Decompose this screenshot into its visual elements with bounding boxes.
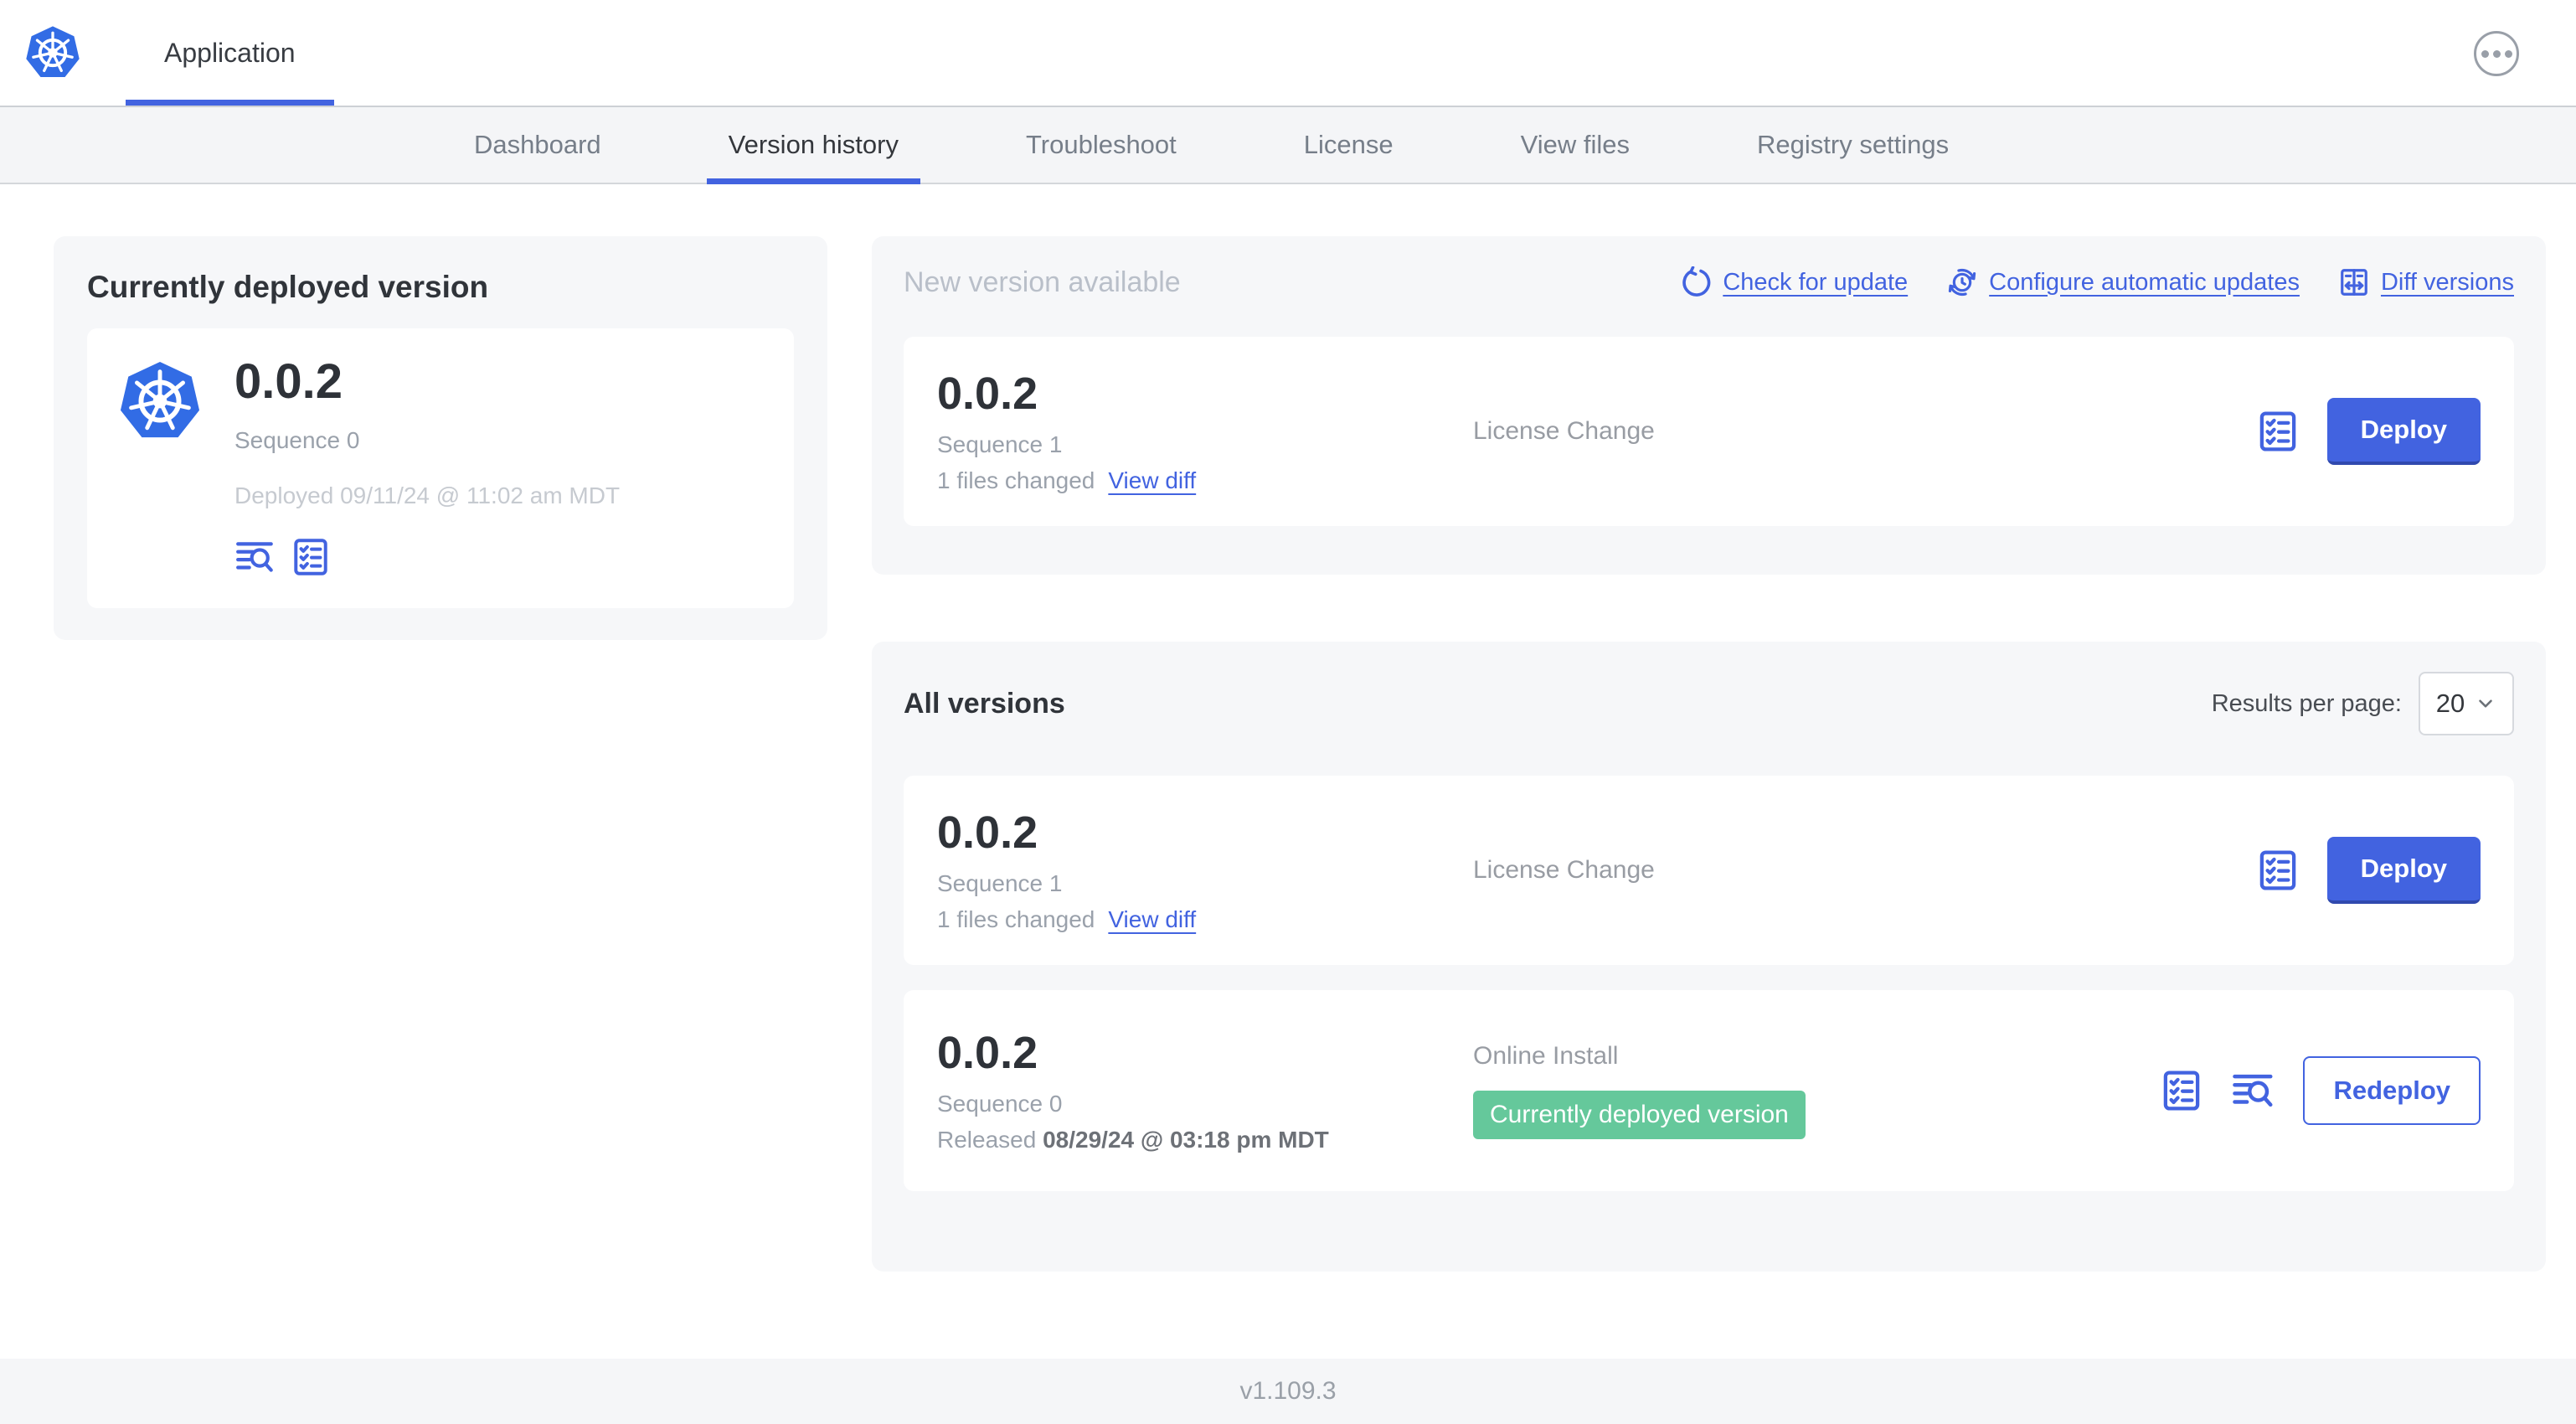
ellipsis-icon bbox=[2481, 49, 2489, 58]
tab-version-history[interactable]: Version history bbox=[706, 107, 921, 184]
preflight-checks-button[interactable] bbox=[2255, 848, 2300, 893]
version-history-column: New version available Check for update C… bbox=[872, 236, 2546, 1272]
files-changed-label: 1 files changed bbox=[937, 467, 1095, 493]
kubernetes-logo-icon bbox=[25, 25, 80, 80]
results-per-page-label: Results per page: bbox=[2211, 689, 2402, 717]
new-version-available-title: New version available bbox=[904, 266, 1181, 298]
view-diff-link[interactable]: View diff bbox=[1108, 467, 1197, 493]
files-changed-label: 1 files changed bbox=[937, 906, 1095, 932]
diff-icon bbox=[2338, 266, 2370, 298]
kubernetes-app-icon bbox=[119, 360, 201, 442]
deploy-button[interactable]: Deploy bbox=[2326, 837, 2481, 904]
checklist-icon bbox=[2159, 1068, 2204, 1113]
configure-automatic-updates-link[interactable]: Configure automatic updates bbox=[1946, 266, 2300, 298]
preflight-checks-button[interactable] bbox=[2255, 409, 2300, 454]
version-row: 0.0.2 Sequence 1 1 files changed View di… bbox=[904, 776, 2514, 965]
tab-view-files[interactable]: View files bbox=[1520, 130, 1631, 159]
app-tab[interactable]: Application bbox=[126, 0, 334, 106]
chevron-down-icon bbox=[2475, 693, 2496, 715]
schedule-update-icon bbox=[1946, 266, 1978, 298]
app-tab-label: Application bbox=[164, 37, 296, 68]
version-row: 0.0.2 Sequence 0 Released 08/29/24 @ 03:… bbox=[904, 990, 2514, 1191]
preflight-checks-button[interactable] bbox=[290, 536, 332, 578]
released-label: Released bbox=[937, 1127, 1037, 1153]
currently-deployed-title: Currently deployed version bbox=[87, 270, 489, 304]
all-versions-section: All versions Results per page: 20 0.0.2 … bbox=[872, 642, 2546, 1272]
deploy-button[interactable]: Deploy bbox=[2326, 398, 2481, 465]
current-version-number: 0.0.2 bbox=[234, 354, 343, 409]
diff-versions-link[interactable]: Diff versions bbox=[2338, 266, 2514, 298]
released-timestamp: 08/29/24 @ 03:18 pm MDT bbox=[1043, 1127, 1329, 1153]
checklist-icon bbox=[2255, 409, 2300, 454]
tab-troubleshoot[interactable]: Troubleshoot bbox=[1025, 130, 1177, 159]
results-per-page-select[interactable]: 20 bbox=[2419, 672, 2514, 735]
version-source-label: Online Install bbox=[1473, 1042, 1619, 1070]
version-source-label: License Change bbox=[1473, 417, 1655, 445]
preflight-checks-button[interactable] bbox=[2159, 1068, 2204, 1113]
main-content: Currently deployed version 0.0.2 Sequenc… bbox=[0, 184, 2576, 1272]
new-version-row: 0.0.2 Sequence 1 1 files changed View di… bbox=[904, 337, 2514, 526]
checklist-icon bbox=[2255, 848, 2300, 893]
version-number: 0.0.2 bbox=[937, 1028, 1038, 1078]
version-number: 0.0.2 bbox=[937, 807, 1038, 858]
app-footer: v1.109.3 bbox=[0, 1359, 2576, 1424]
version-sequence: Sequence 1 bbox=[937, 870, 1063, 896]
current-version-deployed-timestamp: Deployed 09/11/24 @ 11:02 am MDT bbox=[234, 482, 621, 508]
logs-icon bbox=[2231, 1068, 2276, 1113]
currently-deployed-badge: Currently deployed version bbox=[1473, 1091, 1806, 1139]
console-version: v1.109.3 bbox=[1239, 1377, 1337, 1405]
redeploy-button[interactable]: Redeploy bbox=[2303, 1056, 2481, 1125]
more-options-button[interactable] bbox=[2474, 31, 2519, 76]
app-header: Application bbox=[0, 0, 2576, 106]
deploy-logs-button[interactable] bbox=[234, 536, 276, 578]
check-for-update-link[interactable]: Check for update bbox=[1680, 266, 1908, 298]
deploy-logs-button[interactable] bbox=[2231, 1068, 2276, 1113]
current-version-sequence: Sequence 0 bbox=[234, 427, 360, 453]
logs-icon bbox=[234, 536, 276, 578]
tab-license[interactable]: License bbox=[1303, 130, 1394, 159]
all-versions-title: All versions bbox=[904, 687, 1065, 720]
new-version-available-section: New version available Check for update C… bbox=[872, 236, 2546, 575]
currently-deployed-card: Currently deployed version 0.0.2 Sequenc… bbox=[54, 236, 827, 640]
nav-tabbar: Dashboard Version history Troubleshoot L… bbox=[0, 106, 2576, 184]
view-diff-link[interactable]: View diff bbox=[1108, 906, 1197, 932]
refresh-icon bbox=[1680, 266, 1712, 298]
version-sequence: Sequence 0 bbox=[937, 1091, 1063, 1117]
version-source-label: License Change bbox=[1473, 856, 1655, 884]
currently-deployed-version-panel: 0.0.2 Sequence 0 Deployed 09/11/24 @ 11:… bbox=[87, 328, 794, 608]
checklist-icon bbox=[294, 539, 327, 575]
version-sequence: Sequence 1 bbox=[937, 431, 1063, 457]
version-number: 0.0.2 bbox=[937, 369, 1038, 419]
tab-registry-settings[interactable]: Registry settings bbox=[1757, 130, 1950, 159]
tab-dashboard[interactable]: Dashboard bbox=[474, 130, 601, 159]
